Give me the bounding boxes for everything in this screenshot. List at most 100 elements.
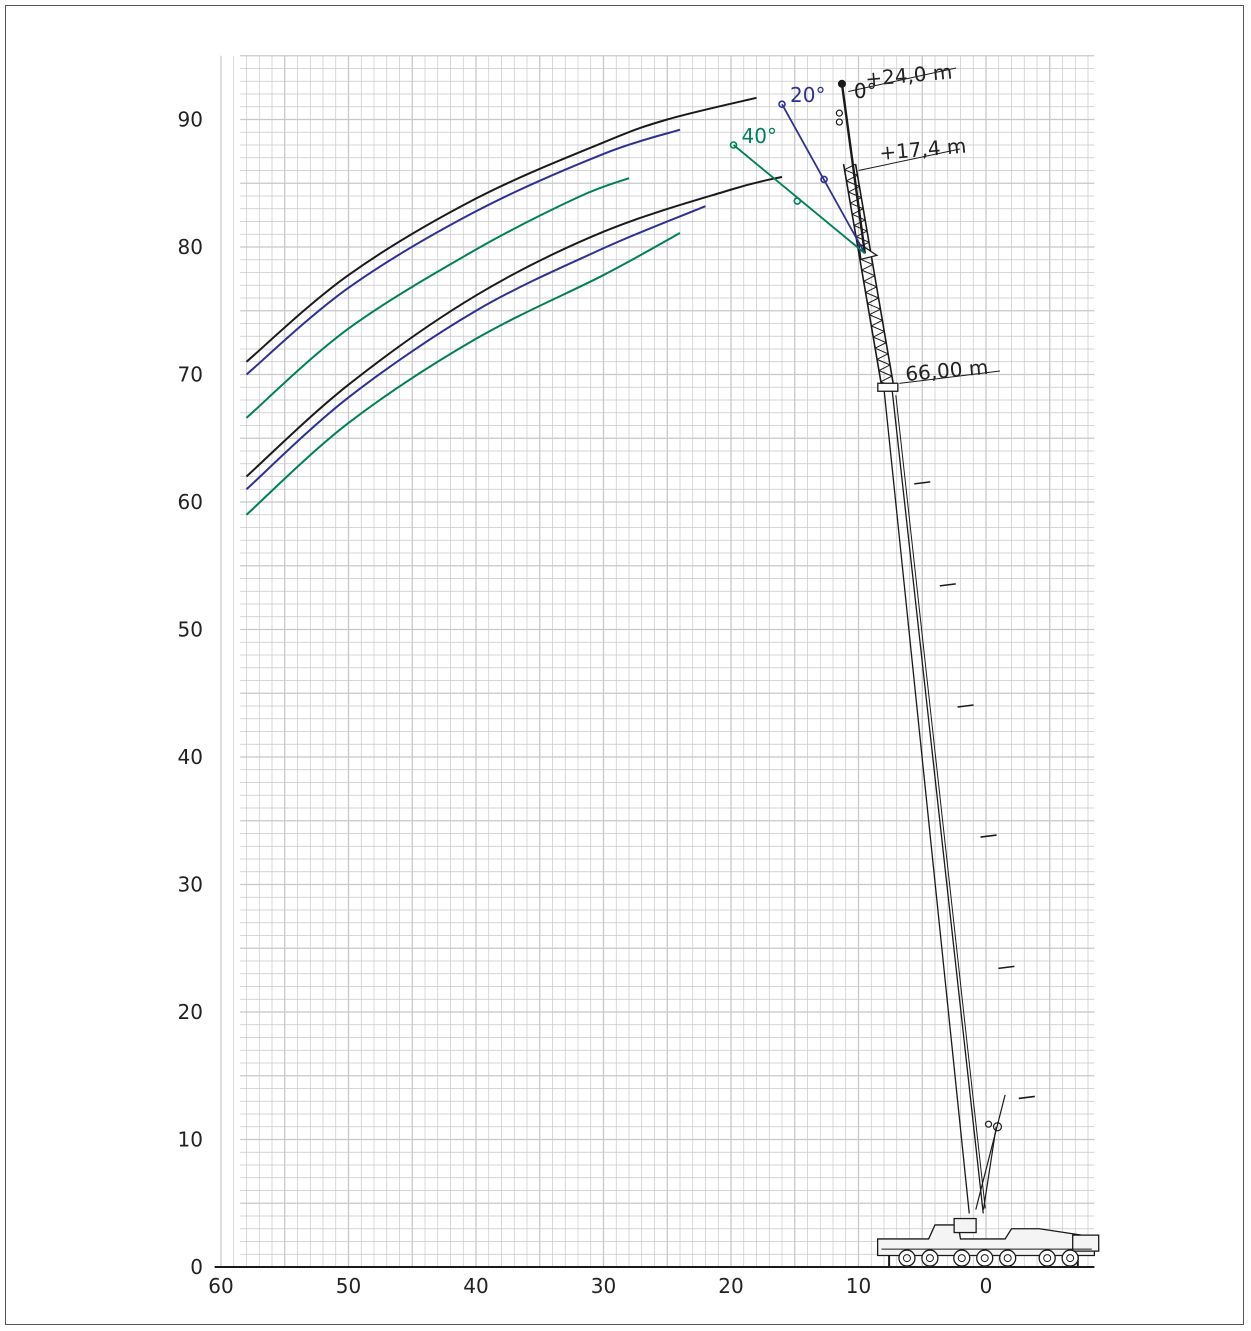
blue-range-curve xyxy=(245,128,681,376)
boom-section-joint xyxy=(914,481,931,485)
x-tick-label: 50 xyxy=(336,1274,361,1298)
lattice-lacing xyxy=(876,358,891,366)
lattice-lacing xyxy=(846,174,858,182)
lattice-lacing xyxy=(871,319,883,327)
blue-range-curve xyxy=(245,205,706,490)
wheel-hub xyxy=(957,1254,966,1263)
jib-tip-marker xyxy=(729,141,738,149)
lattice-lacing xyxy=(869,308,881,316)
wheel xyxy=(921,1249,939,1267)
jib-tip-sheave xyxy=(837,79,846,88)
main-boom-chord xyxy=(891,387,984,1214)
callout-leader xyxy=(899,370,1001,384)
y-tick-label: 80 xyxy=(178,235,203,259)
y-tick-labels: 0 10 20 30 40 50 60 70 80 90 xyxy=(178,108,203,1280)
main-boom-chord xyxy=(895,395,986,1209)
wheel-hub xyxy=(980,1254,989,1263)
y-tick-label: 20 xyxy=(178,1000,203,1024)
lattice-lacing xyxy=(851,208,864,215)
y-tick-label: 0 xyxy=(190,1255,203,1279)
wheel-hub xyxy=(1066,1254,1075,1263)
lattice-lacing xyxy=(872,331,885,338)
wheel xyxy=(1038,1249,1056,1267)
callout-label: 66,00 m xyxy=(904,355,989,386)
derrick-strut xyxy=(975,1094,1006,1210)
pulley xyxy=(984,1120,993,1128)
jib-angle-label: 20° xyxy=(790,83,825,107)
operator-cab xyxy=(953,1217,977,1234)
wheel xyxy=(976,1249,994,1267)
lattice-chord xyxy=(842,163,883,388)
x-tick-label: 0 xyxy=(980,1274,993,1298)
lattice-lacing xyxy=(874,342,887,349)
jib-line-20deg xyxy=(781,103,866,254)
jib-pulley-marker xyxy=(820,175,828,184)
lattice-lacing xyxy=(871,325,885,332)
lattice-lacing xyxy=(863,280,877,288)
y-tick-label: 90 xyxy=(178,108,203,132)
wheel-hub xyxy=(1043,1254,1052,1263)
y-tick-label: 40 xyxy=(178,745,203,769)
y-tick-label: 70 xyxy=(178,363,203,387)
wheel xyxy=(898,1249,916,1267)
callout-leader xyxy=(848,67,957,92)
lattice-lacing xyxy=(880,375,893,383)
lattice-lacing xyxy=(859,258,873,265)
wheel xyxy=(953,1249,971,1267)
lattice-lacing xyxy=(861,264,874,271)
callout-label: +17,4 m xyxy=(878,133,967,165)
x-tick-label: 40 xyxy=(463,1274,488,1298)
x-tick-label: 20 xyxy=(718,1274,743,1298)
lattice-lacing xyxy=(865,291,879,299)
lattice-lacing xyxy=(863,275,875,282)
boom-section-joint xyxy=(939,583,956,587)
jib-angle-label: 40° xyxy=(742,124,777,148)
lattice-extension xyxy=(842,163,899,392)
lattice-lacing xyxy=(850,202,864,210)
luffing-jib: 0° 20° 40° xyxy=(729,79,899,392)
y-tick-label: 30 xyxy=(178,873,203,897)
x-tick-label: 10 xyxy=(846,1274,871,1298)
working-range-curves xyxy=(245,96,783,516)
lattice-lacing xyxy=(846,180,860,187)
wheel xyxy=(999,1249,1017,1267)
lattice-lacing xyxy=(848,191,862,199)
wheel-hub xyxy=(925,1254,934,1263)
x-tick-label: 30 xyxy=(591,1274,616,1298)
y-tick-label: 10 xyxy=(178,1128,203,1152)
lattice-lacing xyxy=(851,213,866,221)
boom-section-joint xyxy=(998,965,1015,970)
jib-angle-label: 0° xyxy=(854,79,877,103)
x-tick-labels: 60 50 40 30 20 10 0 xyxy=(208,1274,992,1298)
callout-label: +24,0 m xyxy=(864,59,953,91)
main-boom-chord xyxy=(883,387,970,1214)
luffing-cylinder xyxy=(982,1126,997,1210)
boom-head-adapter xyxy=(877,382,899,392)
callout-leader xyxy=(858,148,961,171)
lattice-lacing xyxy=(869,314,883,321)
boom-section-joint xyxy=(957,704,974,708)
lattice-lacing xyxy=(867,303,881,310)
y-tick-label: 60 xyxy=(178,490,203,514)
green-range-curve xyxy=(245,177,630,419)
lattice-lacing xyxy=(876,353,889,360)
lattice-lacing xyxy=(878,364,891,371)
wheel-hub xyxy=(902,1254,911,1263)
black-range-curve xyxy=(245,96,757,363)
wheel-hub xyxy=(1003,1254,1012,1263)
chart-frame xyxy=(5,5,1244,1325)
crane-drawing xyxy=(876,387,1100,1267)
lattice-lacing xyxy=(850,197,862,204)
hook-block xyxy=(835,118,843,126)
green-range-curve xyxy=(245,232,681,516)
grid xyxy=(220,55,1095,1268)
driver-cab xyxy=(1072,1234,1100,1252)
lattice-lacing xyxy=(865,286,877,293)
lattice-lacing xyxy=(874,347,889,355)
pulley xyxy=(992,1122,1003,1132)
boom-section-joint xyxy=(980,834,997,838)
lattice-lacing xyxy=(848,185,860,193)
y-tick-label: 50 xyxy=(178,618,203,642)
boom-section-joint xyxy=(1018,1095,1035,1100)
